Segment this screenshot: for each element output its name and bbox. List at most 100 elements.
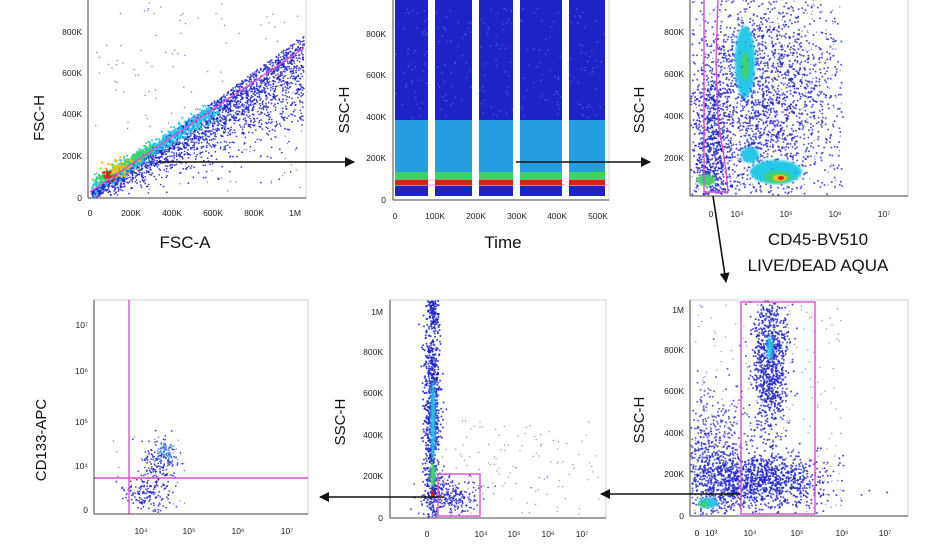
- event-dot: [190, 112, 193, 115]
- event-dot: [798, 28, 800, 31]
- event-dot: [147, 162, 150, 164]
- event-dot: [279, 113, 282, 115]
- y-tick-label: 200K: [366, 153, 386, 163]
- event-dot: [252, 106, 255, 109]
- event-dot: [218, 99, 221, 102]
- event-dot: [502, 23, 505, 25]
- event-dot: [483, 99, 486, 102]
- event-dot: [287, 77, 289, 80]
- event-dot: [250, 75, 253, 77]
- event-dot: [770, 135, 773, 138]
- event-dot: [290, 70, 292, 72]
- event-dot: [270, 182, 272, 184]
- event-dot: [117, 188, 120, 191]
- event-dot: [127, 172, 130, 175]
- event-dot: [142, 176, 145, 179]
- event-dot: [224, 117, 227, 120]
- event-dot: [692, 29, 695, 32]
- event-dot: [193, 152, 196, 154]
- event-dot: [255, 73, 257, 75]
- event-dot: [115, 187, 117, 189]
- event-dot: [284, 94, 287, 97]
- event-dot: [744, 10, 747, 13]
- event-dot: [764, 64, 766, 67]
- event-dot: [301, 94, 304, 96]
- event-dot: [241, 104, 244, 107]
- event-dot: [239, 82, 242, 85]
- event-dot: [292, 92, 294, 94]
- event-dot: [183, 150, 186, 153]
- event-dot: [298, 39, 301, 42]
- event-dot: [177, 149, 180, 152]
- event-dot: [111, 67, 113, 70]
- event-dot: [831, 123, 834, 126]
- event-dot: [592, 67, 594, 69]
- event-dot: [437, 40, 440, 43]
- event-dot: [786, 155, 789, 158]
- event-dot: [178, 143, 180, 146]
- event-dot: [547, 49, 550, 52]
- event-dot: [823, 184, 826, 186]
- event-dot: [407, 48, 409, 51]
- event-dot: [760, 20, 763, 23]
- event-dot: [252, 117, 255, 120]
- event-dot: [767, 108, 770, 111]
- event-dot: [156, 166, 159, 168]
- event-dot: [586, 106, 588, 108]
- event-dot: [594, 88, 597, 90]
- event-dot: [741, 176, 744, 179]
- event-dot: [821, 125, 823, 128]
- event-dot: [731, 58, 733, 61]
- event-dot: [291, 47, 294, 50]
- event-dot: [134, 172, 137, 174]
- event-dot: [245, 105, 248, 107]
- event-dot: [579, 104, 582, 106]
- event-dot: [757, 120, 760, 123]
- event-dot: [227, 90, 230, 93]
- event-dot: [302, 87, 305, 90]
- event-dot: [244, 117, 247, 119]
- event-dot: [217, 121, 220, 124]
- event-dot: [133, 155, 136, 158]
- event-dot: [201, 117, 204, 121]
- event-dot: [268, 118, 271, 121]
- event-dot: [205, 146, 208, 149]
- event-dot: [816, 6, 819, 9]
- event-dot: [242, 113, 245, 116]
- event-dot: [186, 129, 189, 132]
- event-dot: [282, 77, 285, 80]
- event-dot: [149, 153, 152, 156]
- event-dot: [286, 65, 289, 68]
- event-dot: [96, 195, 98, 198]
- event-dot: [209, 163, 212, 166]
- density-peak-band: [479, 180, 513, 185]
- event-dot: [557, 104, 559, 107]
- event-dot: [206, 121, 208, 123]
- event-dot: [815, 76, 818, 79]
- event-dot: [811, 53, 814, 56]
- event-dot: [299, 43, 301, 46]
- event-dot: [290, 67, 293, 70]
- event-dot: [763, 70, 766, 73]
- event-dot: [133, 68, 135, 71]
- event-dot: [757, 99, 760, 101]
- event-dot: [769, 10, 772, 13]
- event-dot: [224, 125, 227, 128]
- event-dot: [232, 109, 234, 112]
- event-dot: [233, 141, 235, 144]
- event-dot: [549, 69, 551, 72]
- event-dot: [184, 120, 187, 123]
- event-dot: [802, 54, 805, 57]
- event-dot: [254, 129, 257, 132]
- event-dot: [817, 144, 820, 147]
- event-dot: [221, 96, 224, 99]
- event-dot: [213, 146, 216, 148]
- event-dot: [221, 18, 223, 20]
- event-dot: [802, 11, 805, 14]
- event-dot: [227, 103, 229, 106]
- event-dot: [506, 92, 509, 95]
- event-dot: [274, 26, 276, 28]
- event-dot: [781, 147, 784, 150]
- event-dot: [301, 124, 303, 126]
- event-dot: [594, 60, 597, 62]
